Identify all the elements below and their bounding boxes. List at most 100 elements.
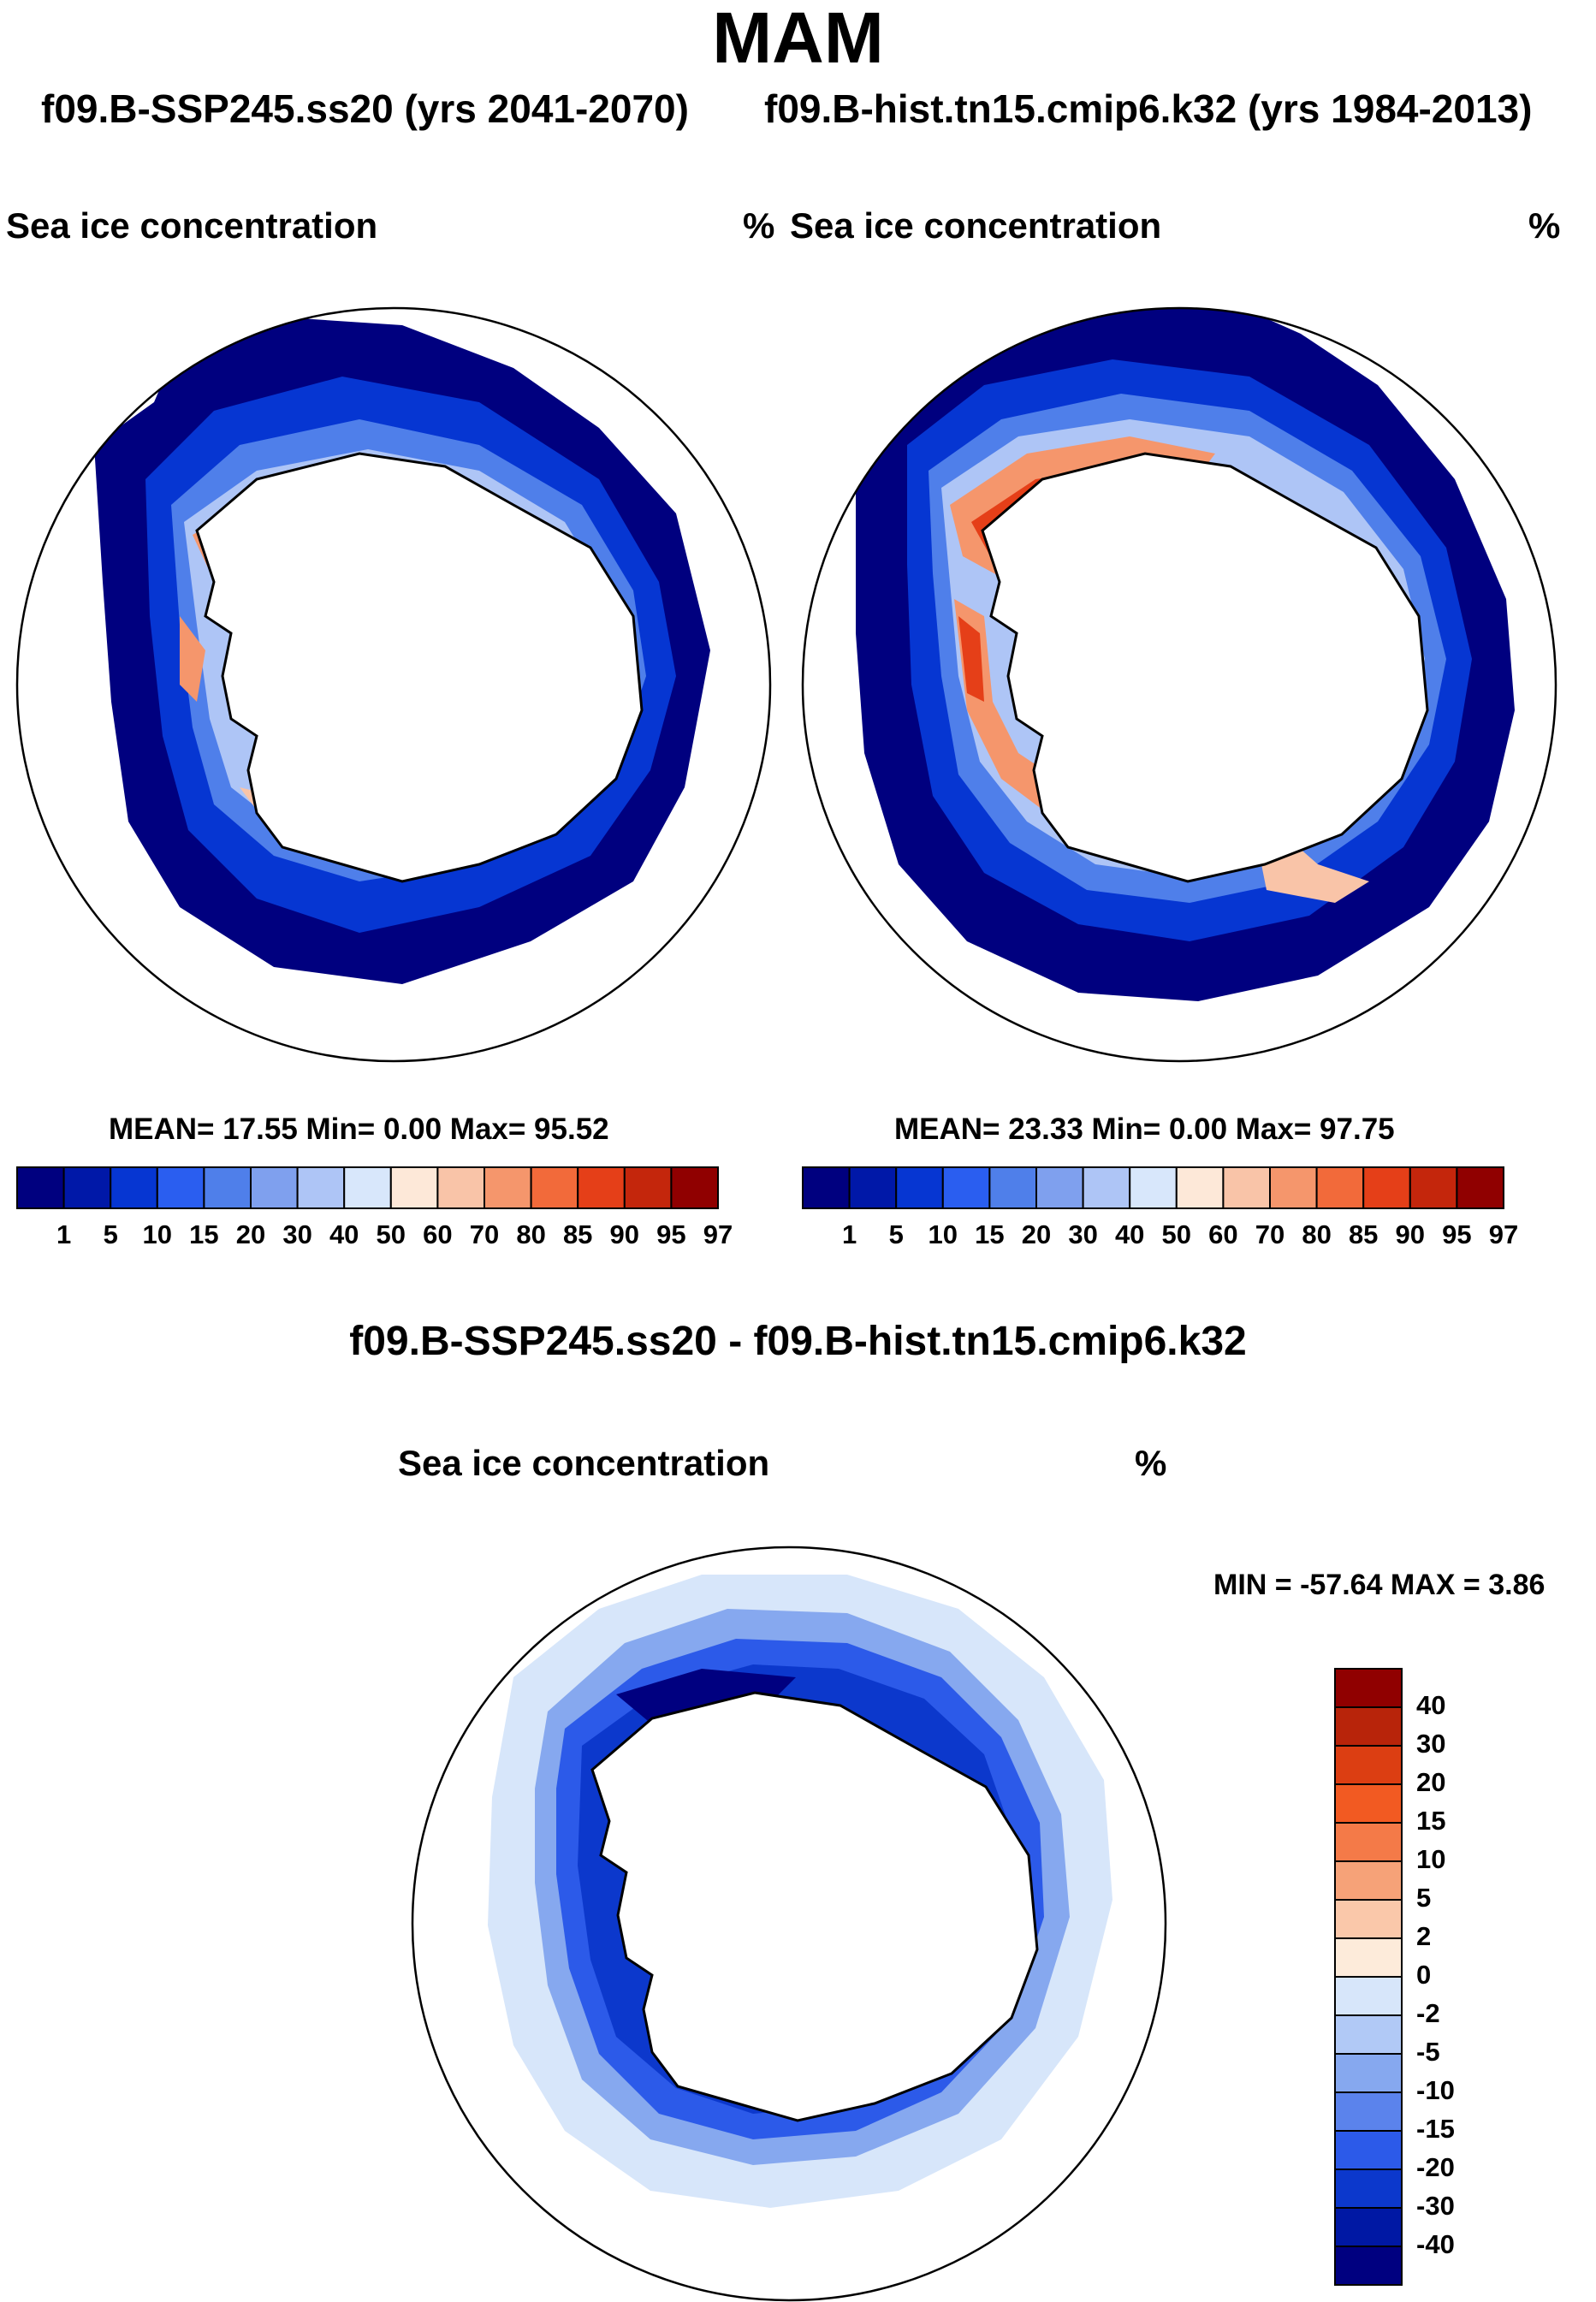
colorbar-tick-label: 5 [103, 1219, 118, 1249]
left-stats: MEAN= 17.55 Min= 0.00 Max= 95.52 [109, 1112, 609, 1146]
colorbar-swatch [1222, 1166, 1272, 1209]
colorbar-swatch [530, 1166, 579, 1209]
colorbar-tick-label: 15 [1416, 1806, 1446, 1836]
colorbar-tick-label: 97 [703, 1219, 733, 1249]
colorbar-swatch [1129, 1166, 1178, 1209]
colorbar-swatch [988, 1166, 1038, 1209]
colorbar-swatch [1334, 1668, 1403, 1708]
colorbar-swatch [250, 1166, 299, 1209]
colorbar-right [802, 1166, 1505, 1209]
diff-title: f09.B-SSP245.ss20 - f09.B-hist.tn15.cmip… [349, 1319, 1247, 1364]
colorbar-swatch [802, 1166, 851, 1209]
colorbar-swatch [1334, 2169, 1403, 2209]
diff-minmax: MIN = -57.64 MAX = 3.86 [1213, 1569, 1546, 1601]
right-stats: MEAN= 23.33 Min= 0.00 Max= 97.75 [894, 1112, 1395, 1146]
colorbar-tick-label: 85 [562, 1219, 593, 1249]
colorbar-swatch [941, 1166, 991, 1209]
colorbar-tick-label: 0 [1416, 1960, 1432, 1990]
colorbar-tick-label: 10 [928, 1219, 958, 1249]
colorbar-tick-label: 60 [1208, 1219, 1238, 1249]
colorbar-swatch [343, 1166, 392, 1209]
antarctica-diff [590, 1691, 1039, 2122]
colorbar-tick-label: 80 [1302, 1219, 1332, 1249]
colorbar-tick-label: 10 [142, 1219, 173, 1249]
colorbar-swatch [1334, 2091, 1403, 2132]
colorbar-swatch [1409, 1166, 1458, 1209]
colorbar-tick-label: -20 [1416, 2152, 1455, 2182]
colorbar-swatch [1334, 2130, 1403, 2170]
colorbar-swatch [62, 1166, 112, 1209]
map-panel-diff [411, 1546, 1167, 2302]
colorbar-tick-label: -40 [1416, 2229, 1455, 2259]
colorbar-tick-label: 40 [329, 1219, 359, 1249]
colorbar-swatch [1334, 1706, 1403, 1747]
colorbar-swatch [1334, 2246, 1403, 2286]
colorbar-tick-label: 20 [235, 1219, 266, 1249]
colorbar-swatch [1334, 2053, 1403, 2093]
left-variable-label: Sea ice concentration [6, 205, 378, 246]
colorbar-swatch [1082, 1166, 1131, 1209]
colorbar-tick-label: 50 [1161, 1219, 1192, 1249]
colorbar-swatch [1334, 1745, 1403, 1785]
map-boundary-diff [411, 1546, 1167, 2302]
colorbar-swatch [1035, 1166, 1084, 1209]
colorbar-swatch [848, 1166, 898, 1209]
colorbar-swatch [670, 1166, 720, 1209]
colorbar-swatch [1334, 1976, 1403, 2016]
map-panel-right [801, 306, 1557, 1063]
map-panel-left [15, 306, 772, 1063]
antarctica-right [981, 452, 1429, 883]
colorbar-tick-label: -2 [1416, 1998, 1440, 2028]
colorbar-swatch [1334, 1860, 1403, 1901]
colorbar-swatch [436, 1166, 485, 1209]
colorbar-tick-label: 1 [56, 1219, 72, 1249]
colorbar-swatch [16, 1166, 65, 1209]
colorbar-tick-label: 80 [516, 1219, 546, 1249]
left-case-title: f09.B-SSP245.ss20 (yrs 2041-2070) [41, 86, 689, 131]
colorbar-swatch [1456, 1166, 1505, 1209]
colorbar-swatch [1334, 1783, 1403, 1824]
left-units-label: % [743, 205, 775, 246]
colorbar-tick-label: 70 [1255, 1219, 1285, 1249]
colorbar-tick-label: 10 [1416, 1844, 1446, 1874]
colorbar-tick-label: 50 [376, 1219, 406, 1249]
colorbar-tick-label: 1 [841, 1219, 857, 1249]
colorbar-swatch [1269, 1166, 1318, 1209]
colorbar-tick-label: 15 [189, 1219, 219, 1249]
colorbar-tick-label: 60 [423, 1219, 453, 1249]
colorbar-swatch [1334, 1937, 1403, 1978]
colorbar-swatch [389, 1166, 439, 1209]
colorbar-swatch [1315, 1166, 1365, 1209]
colorbar-tick-label: 5 [888, 1219, 904, 1249]
colorbar-swatch [1334, 1822, 1403, 1862]
colorbar-swatch [1334, 1899, 1403, 1939]
main-title: MAM [712, 0, 884, 78]
colorbar-tick-label: 20 [1021, 1219, 1052, 1249]
colorbar-tick-label: 97 [1488, 1219, 1519, 1249]
colorbar-swatch [1334, 2207, 1403, 2247]
colorbar-tick-label: 95 [656, 1219, 686, 1249]
colorbar-tick-label: 30 [1416, 1729, 1446, 1759]
antarctica-left [195, 452, 644, 883]
colorbar-tick-label: 95 [1442, 1219, 1472, 1249]
colorbar-swatch [895, 1166, 944, 1209]
colorbar-tick-label: 90 [1395, 1219, 1426, 1249]
colorbar-swatch [1334, 2014, 1403, 2055]
map-boundary-left [15, 306, 772, 1063]
colorbar-swatch [577, 1166, 626, 1209]
colorbar-tick-label: -10 [1416, 2075, 1455, 2105]
colorbar-tick-label: 90 [609, 1219, 640, 1249]
colorbar-tick-label: -30 [1416, 2191, 1455, 2221]
colorbar-swatch [296, 1166, 346, 1209]
colorbar-tick-label: -5 [1416, 2037, 1440, 2067]
colorbar-swatch [1175, 1166, 1225, 1209]
colorbar-tick-label: 2 [1416, 1921, 1432, 1951]
colorbar-swatch [110, 1166, 158, 1209]
colorbar-left [16, 1166, 720, 1209]
right-variable-label: Sea ice concentration [790, 205, 1162, 246]
colorbar-swatch [623, 1166, 673, 1209]
colorbar-tick-label: 30 [1068, 1219, 1098, 1249]
colorbar-tick-label: 85 [1348, 1219, 1379, 1249]
right-case-title: f09.B-hist.tn15.cmip6.k32 (yrs 1984-2013… [764, 86, 1533, 131]
colorbar-swatch [484, 1166, 532, 1209]
